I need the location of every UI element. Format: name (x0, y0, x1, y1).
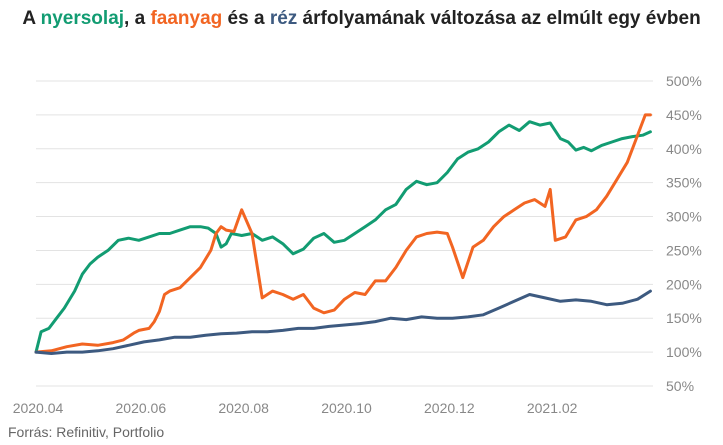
y-tick-label: 450% (666, 107, 702, 123)
y-tick-label: 50% (666, 378, 694, 394)
chart-gridlines (36, 80, 653, 387)
x-axis-labels: 2020.04 2020.06 2020.08 2020.10 2020.12 2021.… (13, 400, 578, 416)
title-part-1: A (22, 8, 41, 29)
x-tick-label: 2020.06 (116, 400, 167, 416)
title-lumber-word: faanyag (150, 8, 223, 29)
series-line-réz (34, 289, 652, 355)
series-line-faanyag (34, 113, 652, 354)
y-tick-label: 350% (666, 175, 702, 191)
y-tick-label: 250% (666, 242, 702, 258)
title-copper-word: réz (269, 8, 298, 29)
y-tick-label: 100% (666, 344, 702, 360)
title-part-3: és a (222, 8, 270, 29)
source-note: Forrás: Refinitiv, Portfolio (8, 424, 165, 440)
x-tick-label: 2020.12 (424, 400, 475, 416)
x-tick-label: 2020.04 (13, 400, 64, 416)
y-tick-label: 200% (666, 276, 702, 292)
title-part-2: , a (124, 8, 151, 29)
series-line-nyersolaj (34, 120, 652, 354)
chart-title: A nyersolaj, a faanyag és a réz árfolyam… (0, 8, 723, 30)
x-tick-label: 2021.02 (527, 400, 578, 416)
title-oil-word: nyersolaj (40, 8, 125, 29)
y-tick-label: 150% (666, 310, 702, 326)
y-axis-labels: 500% 450% 400% 350% 300% 250% 200% 150% 100% 50% (666, 73, 702, 394)
x-tick-label: 2020.08 (218, 400, 269, 416)
x-tick-label: 2020.10 (321, 400, 372, 416)
chart-series (34, 113, 652, 355)
title-part-4: árfolyamának változása az elmúlt egy évb… (297, 8, 701, 29)
y-tick-label: 300% (666, 209, 702, 225)
y-tick-label: 400% (666, 141, 702, 157)
y-tick-label: 500% (666, 73, 702, 89)
